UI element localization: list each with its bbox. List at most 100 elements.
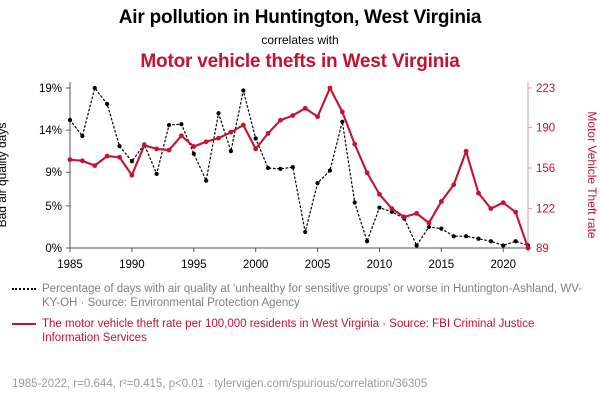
y-axis-left-tick: 19%	[39, 83, 62, 95]
series-point-air-quality	[265, 165, 271, 171]
series-point-air-quality	[315, 181, 320, 186]
series-point-air-quality	[426, 224, 432, 230]
series-point-air-quality	[439, 226, 444, 231]
series-point-theft-rate	[166, 147, 172, 153]
series-point-air-quality	[352, 200, 357, 205]
series-point-theft-rate	[339, 109, 345, 115]
series-point-air-quality	[92, 85, 97, 91]
series-line-theft-rate	[68, 86, 530, 250]
series-point-theft-rate	[179, 133, 184, 139]
y-axis-right-tick: 223	[536, 83, 555, 95]
series-point-theft-rate	[79, 158, 85, 164]
y-axis-left-tick: 5%	[45, 201, 62, 213]
y-axis-left-tick: 14%	[39, 125, 62, 137]
series-point-air-quality	[105, 101, 110, 107]
series-point-air-quality	[67, 117, 73, 123]
series-point-air-quality	[464, 234, 469, 239]
series-point-air-quality	[253, 136, 258, 141]
y-axis-right-tick: 89	[536, 243, 549, 255]
series-point-theft-rate	[401, 214, 407, 220]
x-axis-tick: 2000	[243, 259, 269, 271]
series-point-air-quality	[364, 239, 370, 244]
series-point-air-quality	[501, 243, 506, 248]
series-point-theft-rate	[92, 163, 98, 169]
series-point-theft-rate	[191, 144, 197, 149]
series-point-theft-rate	[104, 153, 110, 159]
series-point-air-quality	[117, 144, 122, 149]
series-point-air-quality	[377, 205, 382, 210]
x-axis-tick: 2020	[490, 259, 516, 271]
chart-title-secondary: Motor vehicle thefts in West Virginia	[140, 51, 460, 72]
chart-footer-stats: 1985-2022, r=0.644, r²=0.415, p<0.01 · t…	[12, 378, 428, 390]
x-axis-tick: 2015	[429, 259, 455, 271]
series-point-air-quality	[166, 122, 172, 128]
series-point-air-quality	[451, 234, 456, 239]
chart-legend: Percentage of days with air quality at '…	[12, 282, 588, 352]
correlates-with-label: correlates with	[261, 33, 339, 47]
series-point-theft-rate	[513, 209, 519, 215]
series-point-theft-rate	[389, 206, 395, 211]
series-point-air-quality	[476, 236, 481, 241]
series-point-theft-rate	[228, 129, 234, 135]
series-point-theft-rate	[463, 148, 469, 154]
series-point-theft-rate	[476, 190, 481, 196]
series-point-theft-rate	[154, 146, 160, 152]
x-axis-tick: 2005	[305, 259, 331, 271]
series-point-theft-rate	[203, 139, 209, 145]
x-axis-tick: 1985	[57, 259, 83, 271]
series-point-air-quality	[513, 239, 518, 244]
series-point-theft-rate	[240, 122, 246, 128]
series-point-air-quality	[154, 171, 159, 176]
series-point-theft-rate	[302, 105, 308, 111]
series-point-air-quality	[216, 111, 221, 116]
y-axis-left-tick: 9%	[45, 167, 62, 179]
series-point-theft-rate	[265, 130, 271, 136]
series-point-air-quality	[488, 239, 493, 244]
y-axis-left-tick: 0%	[45, 243, 62, 255]
y-axis-right-tick: 190	[536, 122, 555, 134]
legend-item-air-quality: Percentage of days with air quality at '…	[12, 282, 588, 310]
series-point-air-quality	[278, 166, 283, 171]
series-point-theft-rate	[129, 172, 135, 178]
series-point-air-quality	[204, 178, 209, 183]
series-point-air-quality	[340, 119, 345, 124]
series-point-air-quality	[327, 168, 333, 173]
series-point-air-quality	[179, 122, 184, 127]
y-axis-right-tick: 156	[536, 163, 555, 175]
series-point-theft-rate	[352, 141, 358, 147]
series-point-air-quality	[80, 133, 85, 139]
chart-title-primary: Air pollution in Huntington, West Virgin…	[118, 7, 482, 28]
series-point-theft-rate	[377, 191, 382, 197]
series-point-air-quality	[290, 165, 295, 170]
series-point-air-quality	[191, 151, 196, 156]
x-axis-tick: 2010	[367, 259, 393, 271]
series-point-theft-rate	[290, 113, 296, 118]
x-axis-tick: 1990	[119, 259, 145, 271]
series-point-theft-rate	[414, 210, 419, 216]
series-point-air-quality	[241, 88, 246, 93]
series-point-air-quality	[303, 229, 308, 235]
legend-label-theft-rate: The motor vehicle theft rate per 100,000…	[42, 318, 535, 344]
series-point-theft-rate	[67, 157, 73, 163]
series-point-theft-rate	[141, 142, 147, 148]
series-point-theft-rate	[525, 245, 531, 251]
series-point-theft-rate	[216, 135, 221, 141]
series-point-theft-rate	[488, 206, 494, 211]
series-point-air-quality	[129, 159, 134, 164]
legend-item-theft-rate: The motor vehicle theft rate per 100,000…	[12, 317, 588, 345]
series-point-theft-rate	[253, 146, 259, 152]
series-point-theft-rate	[315, 114, 320, 120]
series-point-theft-rate	[364, 170, 370, 176]
y-axis-right-tick: 122	[536, 204, 555, 216]
series-line-air-quality	[69, 86, 529, 247]
legend-marker-solid-icon	[12, 323, 36, 328]
legend-marker-dotted-icon	[12, 288, 36, 293]
series-point-theft-rate	[451, 182, 457, 188]
series-point-theft-rate	[117, 154, 122, 160]
series-point-theft-rate	[426, 220, 432, 226]
series-point-theft-rate	[278, 117, 283, 123]
series-point-air-quality	[228, 149, 234, 154]
series-point-theft-rate	[438, 199, 444, 204]
